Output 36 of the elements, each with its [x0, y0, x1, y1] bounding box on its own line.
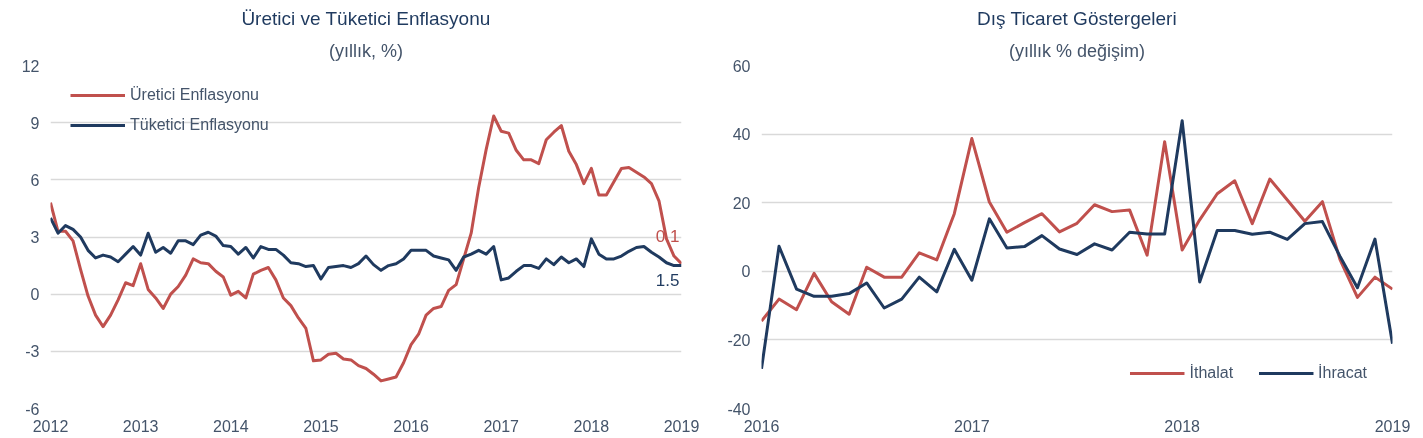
- y-tick-label: -20: [727, 331, 751, 349]
- y-tick-label: -3: [25, 343, 40, 361]
- chart-subtitle: (yıllık, %): [329, 40, 403, 61]
- x-tick-label: 2015: [303, 417, 339, 435]
- x-tick-label: 2017: [483, 417, 520, 435]
- y-tick-label: 20: [732, 194, 751, 212]
- y-tick-label: 0: [741, 263, 751, 281]
- y-tick-label: 12: [21, 57, 40, 75]
- chart-title: Üretici ve Tüketici Enflasyonu: [241, 7, 491, 29]
- y-tick-label: 60: [732, 57, 751, 75]
- x-tick-label: 2012: [32, 417, 69, 435]
- chart-title: Dış Ticaret Göstergeleri: [977, 7, 1177, 29]
- annotation: 1.5: [655, 270, 680, 290]
- x-tick-label: 2013: [122, 417, 159, 435]
- x-tick-label: 2018: [573, 417, 610, 435]
- line-series: [50, 114, 682, 383]
- legend-label: Üretici Enflasyonu: [130, 86, 259, 104]
- x-tick-label: 2016: [393, 417, 429, 435]
- legend-label: Tüketici Enflasyonu: [130, 116, 269, 134]
- y-tick-label: 3: [30, 229, 40, 246]
- legend-label: İthalat: [1189, 364, 1234, 382]
- line-series: [761, 137, 1393, 323]
- legend-label: İhracat: [1318, 364, 1367, 382]
- x-tick-label: 2014: [212, 417, 249, 435]
- y-tick-label: -6: [25, 400, 40, 418]
- x-tick-label: 2019: [1374, 417, 1411, 435]
- y-tick-label: 0: [30, 286, 40, 304]
- y-tick-label: 40: [732, 126, 751, 144]
- y-tick-label: -40: [727, 400, 751, 418]
- x-tick-label: 2017: [954, 417, 990, 435]
- x-tick-label: 2018: [1164, 417, 1201, 435]
- y-tick-label: 6: [30, 171, 40, 189]
- chart-subtitle: (yıllık % değişim): [1008, 40, 1146, 61]
- x-tick-label: 2019: [663, 417, 700, 435]
- x-tick-label: 2016: [743, 417, 780, 435]
- y-tick-label: 9: [30, 114, 40, 132]
